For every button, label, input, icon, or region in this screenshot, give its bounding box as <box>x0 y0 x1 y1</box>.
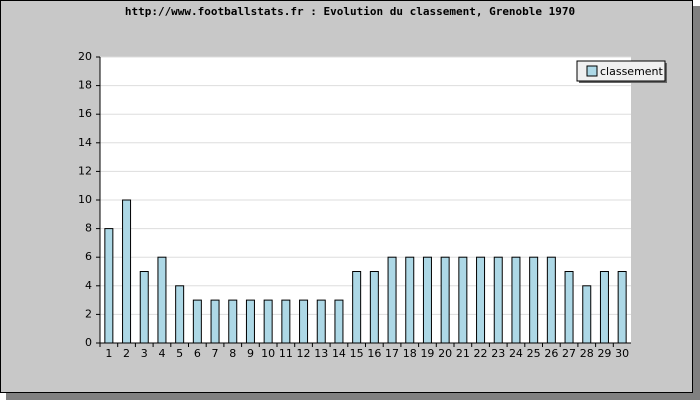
bar <box>316 299 326 344</box>
x-tick-label: 12 <box>297 347 311 360</box>
bar <box>210 299 220 344</box>
bar <box>122 199 132 344</box>
bar <box>352 271 362 344</box>
x-tick-label: 28 <box>580 347 594 360</box>
bar <box>228 299 238 344</box>
bar <box>440 256 450 344</box>
x-tick-label: 1 <box>105 347 112 360</box>
bar <box>599 271 609 344</box>
x-tick-label: 14 <box>332 347 346 360</box>
x-tick-label: 3 <box>141 347 148 360</box>
x-tick-label: 10 <box>261 347 275 360</box>
x-tick-label: 7 <box>212 347 219 360</box>
bar <box>529 256 539 344</box>
bar <box>546 256 556 344</box>
x-tick-label: 9 <box>247 347 254 360</box>
bar <box>281 299 291 344</box>
legend-label: classement <box>600 65 664 78</box>
x-tick-label: 17 <box>385 347 399 360</box>
bar <box>192 299 202 344</box>
bar <box>422 256 432 344</box>
x-tick-label: 29 <box>597 347 611 360</box>
bar <box>157 256 167 344</box>
x-tick-label: 2 <box>123 347 130 360</box>
x-tick-label: 13 <box>314 347 328 360</box>
bar <box>334 299 344 344</box>
y-tick-label: 6 <box>85 250 92 263</box>
x-tick-label: 6 <box>194 347 201 360</box>
y-tick-label: 0 <box>85 336 92 349</box>
x-tick-label: 26 <box>544 347 558 360</box>
x-tick-label: 30 <box>615 347 629 360</box>
y-tick-label: 4 <box>85 279 92 292</box>
y-tick-label: 2 <box>85 307 92 320</box>
bar <box>369 271 379 344</box>
y-tick-label: 14 <box>78 136 92 149</box>
bar <box>617 271 627 344</box>
x-tick-label: 24 <box>509 347 523 360</box>
bar <box>263 299 273 344</box>
bar <box>493 256 503 344</box>
x-tick-label: 20 <box>438 347 452 360</box>
x-tick-label: 22 <box>474 347 488 360</box>
bar <box>387 256 397 344</box>
legend-swatch <box>586 65 598 77</box>
x-tick-label: 15 <box>350 347 364 360</box>
x-tick-label: 4 <box>158 347 165 360</box>
x-tick-label: 16 <box>367 347 381 360</box>
x-tick-label: 11 <box>279 347 293 360</box>
bar <box>564 271 574 344</box>
legend-box <box>576 60 666 82</box>
bar <box>582 285 592 344</box>
bar <box>476 256 486 344</box>
bar <box>299 299 309 344</box>
bar <box>245 299 255 344</box>
x-tick-label: 23 <box>491 347 505 360</box>
x-tick-label: 25 <box>527 347 541 360</box>
bar <box>405 256 415 344</box>
x-tick-label: 27 <box>562 347 576 360</box>
y-tick-label: 18 <box>78 79 92 92</box>
x-tick-label: 5 <box>176 347 183 360</box>
y-tick-label: 10 <box>78 193 92 206</box>
bar <box>104 228 114 344</box>
y-tick-label: 12 <box>78 164 92 177</box>
bar <box>458 256 468 344</box>
y-tick-label: 20 <box>78 50 92 63</box>
x-tick-label: 19 <box>420 347 434 360</box>
y-tick-label: 16 <box>78 107 92 120</box>
x-tick-label: 18 <box>403 347 417 360</box>
bar <box>139 271 149 344</box>
x-tick-label: 21 <box>456 347 470 360</box>
bar <box>511 256 521 344</box>
bar <box>175 285 185 344</box>
x-tick-label: 8 <box>229 347 236 360</box>
y-tick-label: 8 <box>85 222 92 235</box>
chart-title: http://www.footballstats.fr : Evolution … <box>125 5 575 18</box>
